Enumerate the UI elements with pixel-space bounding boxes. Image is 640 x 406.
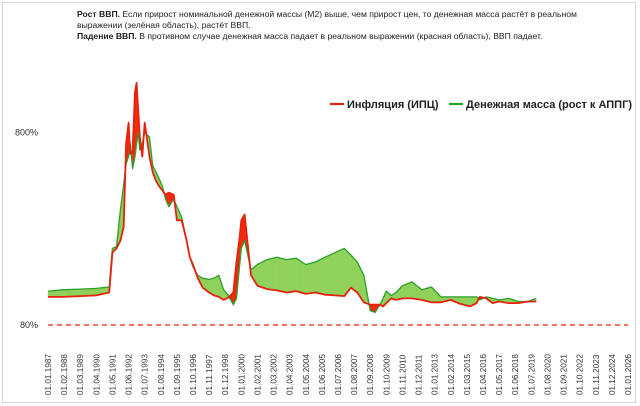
- area-segment: [305, 261, 316, 295]
- x-tick-label: 01.06.1992: [125, 354, 134, 395]
- x-tick-label: 01.03.2002: [270, 354, 279, 395]
- y-tick-label: 80%: [20, 320, 38, 330]
- area-segment: [411, 281, 422, 301]
- area-segment: [324, 252, 335, 296]
- legend: Инфляция (ИПЦ) Денежная масса (рост к АПП…: [330, 99, 632, 111]
- caption-decline-title: Падение ВВП.: [77, 31, 137, 41]
- y-tick-labels: 80% 800%: [15, 128, 38, 330]
- x-tick-label: 01.08.2007: [350, 354, 359, 395]
- x-tick-label: 01.08.1994: [157, 354, 166, 395]
- chart-frame: Рост ВВП. Если прирост номинальной денеж…: [2, 2, 636, 403]
- x-tick-label: 01.02.2001: [253, 354, 262, 395]
- area-segment: [315, 256, 326, 295]
- x-tick-label: 01.12.2024: [608, 354, 617, 395]
- series-line-inflation: [48, 82, 537, 308]
- x-tick-label: 01.08.2020: [543, 354, 552, 395]
- x-tick-label: 01.05.2004: [302, 354, 311, 395]
- area-segment: [334, 248, 345, 297]
- x-tick-label: 01.09.1995: [173, 354, 182, 395]
- x-tick-label: 01.04.2003: [286, 354, 295, 395]
- caption-growth-title: Рост ВВП.: [77, 9, 121, 19]
- caption-decline-text: В противном случае денежная масса падает…: [136, 31, 543, 41]
- x-tick-label: 01.07.1993: [141, 354, 150, 395]
- caption-growth-text: Если прирост номинальной денежной массы …: [77, 9, 577, 30]
- x-tick-label: 01.01.2000: [237, 354, 246, 395]
- area-segment: [276, 257, 287, 293]
- y-tick-label: 800%: [15, 128, 38, 138]
- x-tick-label: 01.11.2023: [592, 354, 601, 395]
- x-tick-label: 01.02.2014: [447, 354, 456, 395]
- legend-label: Инфляция (ИПЦ): [347, 99, 439, 111]
- x-tick-label: 01.01.2026: [624, 354, 633, 395]
- legend-label: Денежная масса (рост к АППГ): [466, 99, 632, 111]
- x-tick-labels: 01.01.1987 01.02.1988 01.03.1989 01.04.1990…: [44, 354, 633, 395]
- x-tick-label: 01.11.2010: [398, 354, 407, 395]
- series-lines: [47, 82, 537, 314]
- x-tick-label: 01.05.2017: [495, 354, 504, 395]
- x-tick-label: 01.06.2018: [511, 354, 520, 395]
- x-tick-label: 01.09.2008: [366, 354, 375, 395]
- x-tick-label: 01.10.1996: [189, 354, 198, 395]
- x-tick-label: 01.07.2019: [527, 354, 536, 395]
- series-line-money-supply: [47, 131, 537, 314]
- area-segment: [286, 257, 297, 293]
- difference-areas: [47, 82, 537, 313]
- x-tick-label: 01.09.2021: [560, 354, 569, 395]
- x-tick-label: 01.01.2013: [431, 354, 440, 395]
- x-tick-label: 01.10.2009: [382, 354, 391, 395]
- x-tick-label: 01.05.1991: [108, 354, 117, 395]
- x-tick-label: 01.07.2006: [334, 354, 343, 395]
- x-tick-label: 01.02.1988: [60, 354, 69, 395]
- x-tick-label: 01.04.2016: [479, 354, 488, 395]
- x-tick-label: 01.03.1989: [76, 354, 85, 395]
- x-tick-label: 01.11.1997: [205, 354, 214, 395]
- x-tick-label: 01.10.2022: [576, 354, 585, 395]
- chart-caption: Рост ВВП. Если прирост номинальной денеж…: [77, 9, 617, 42]
- x-tick-label: 01.06.2005: [318, 354, 327, 395]
- x-tick-label: 01.04.1990: [92, 354, 101, 395]
- x-tick-label: 01.01.1987: [44, 354, 53, 395]
- area-segment: [213, 275, 219, 298]
- x-tick-label: 01.12.1998: [221, 354, 230, 395]
- area-segment: [266, 257, 277, 291]
- x-tick-label: 01.03.2015: [463, 354, 472, 395]
- x-tick-label: 01.12.2011: [415, 354, 424, 395]
